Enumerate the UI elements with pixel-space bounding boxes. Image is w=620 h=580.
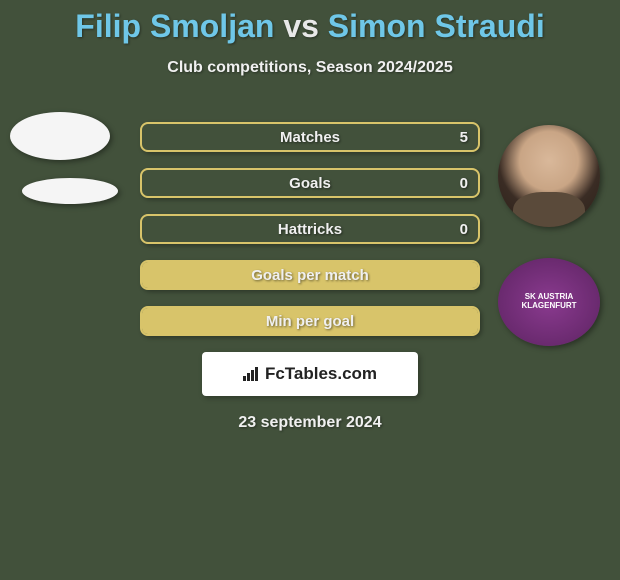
- stat-bar-row: Goals0: [140, 168, 480, 198]
- stat-bar-value-right: 5: [460, 124, 468, 150]
- stat-bar-row: Goals per match: [140, 260, 480, 290]
- stat-bar-label: Hattricks: [142, 216, 478, 242]
- player-b-avatar: [498, 125, 600, 227]
- comparison-title: Filip Smoljan vs Simon Straudi: [0, 0, 620, 45]
- stat-bar-label: Goals: [142, 170, 478, 196]
- site-logo: FcTables.com: [202, 352, 418, 396]
- club-logo-text: SK AUSTRIA KLAGENFURT: [498, 293, 600, 311]
- subtitle: Club competitions, Season 2024/2025: [0, 59, 620, 77]
- bars-icon: [243, 367, 261, 381]
- stat-bar-row: Min per goal: [140, 306, 480, 336]
- site-logo-text: FcTables.com: [265, 364, 377, 384]
- stat-bar-label: Matches: [142, 124, 478, 150]
- player-a-club-logo: [22, 178, 118, 204]
- stat-bar-row: Hattricks0: [140, 214, 480, 244]
- snapshot-date: 23 september 2024: [0, 414, 620, 432]
- vs-separator: vs: [283, 8, 319, 44]
- stat-bar-value-right: 0: [460, 170, 468, 196]
- stat-bar-label: Goals per match: [142, 262, 478, 288]
- stat-bar-label: Min per goal: [142, 308, 478, 334]
- player-a-avatar: [10, 112, 110, 160]
- player-b-name: Simon Straudi: [328, 8, 545, 44]
- stat-bar-value-right: 0: [460, 216, 468, 242]
- stat-bar-row: Matches5: [140, 122, 480, 152]
- player-a-name: Filip Smoljan: [75, 8, 274, 44]
- player-b-club-logo: SK AUSTRIA KLAGENFURT: [498, 258, 600, 346]
